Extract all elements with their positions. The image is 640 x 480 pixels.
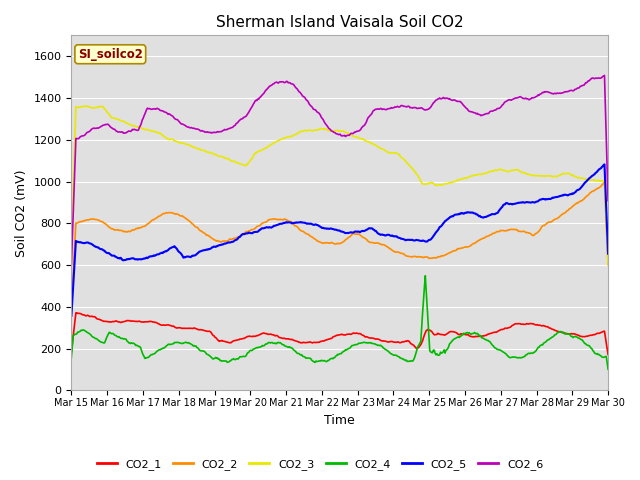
X-axis label: Time: Time [324,414,355,427]
Title: Sherman Island Vaisala Soil CO2: Sherman Island Vaisala Soil CO2 [216,15,463,30]
Y-axis label: Soil CO2 (mV): Soil CO2 (mV) [15,169,28,257]
Text: SI_soilco2: SI_soilco2 [78,48,143,61]
Legend: CO2_1, CO2_2, CO2_3, CO2_4, CO2_5, CO2_6: CO2_1, CO2_2, CO2_3, CO2_4, CO2_5, CO2_6 [92,455,548,474]
